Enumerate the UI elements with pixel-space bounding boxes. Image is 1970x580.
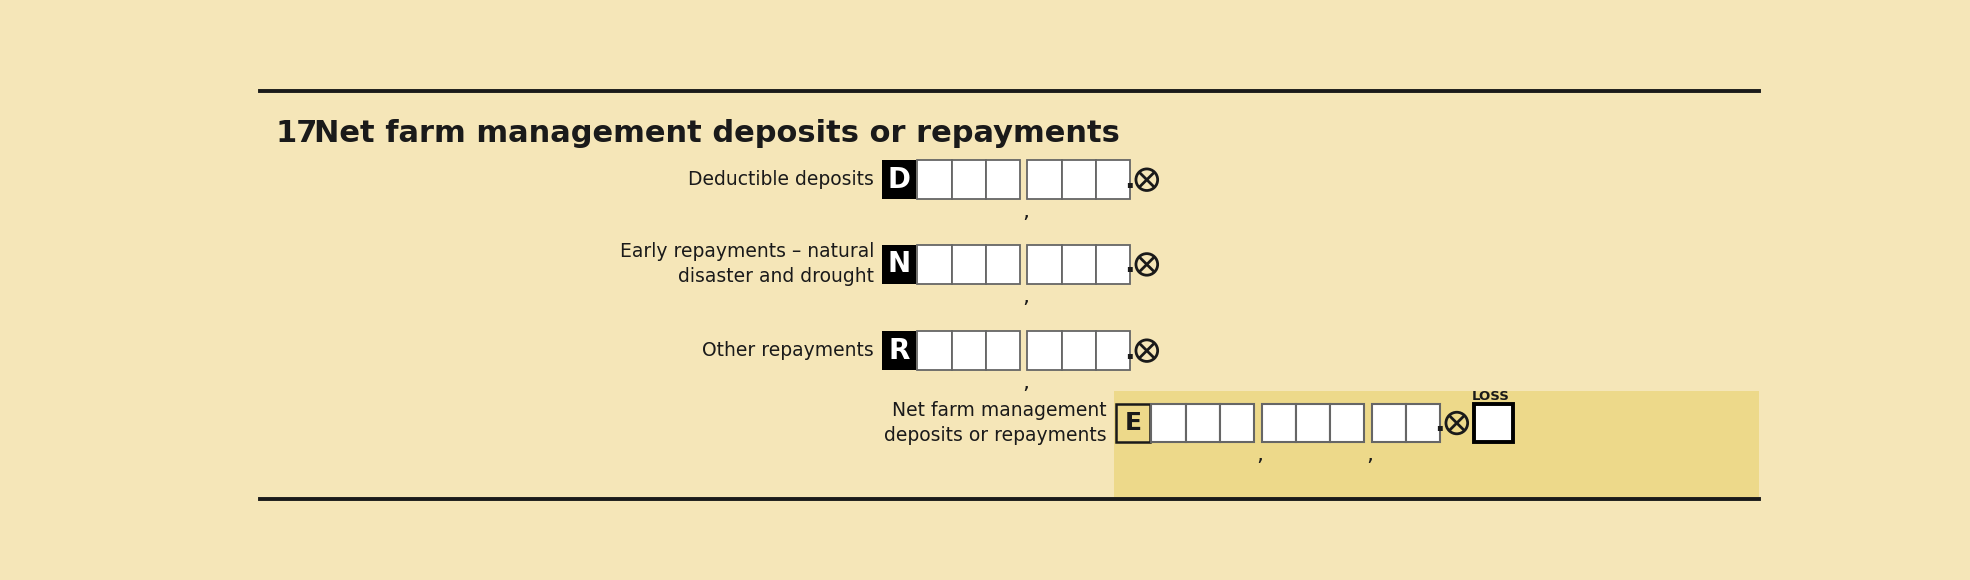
Bar — [1219, 404, 1253, 443]
Bar — [918, 161, 952, 199]
Bar — [1095, 161, 1129, 199]
Text: .: . — [1123, 336, 1135, 365]
Text: N: N — [886, 251, 910, 278]
Text: E: E — [1125, 411, 1141, 435]
Text: ,: , — [1022, 202, 1028, 222]
Text: Deductible deposits: Deductible deposits — [688, 170, 875, 189]
Bar — [883, 245, 916, 284]
Bar — [1186, 404, 1219, 443]
Bar — [1115, 404, 1150, 443]
Text: R: R — [888, 336, 910, 365]
Bar — [1371, 404, 1407, 443]
Bar — [918, 245, 952, 284]
Bar — [1062, 331, 1095, 370]
Bar — [952, 245, 985, 284]
Bar — [1062, 245, 1095, 284]
Bar — [985, 161, 1020, 199]
Bar — [918, 331, 952, 370]
Bar — [1474, 404, 1513, 443]
Bar — [883, 161, 916, 199]
Text: .: . — [1434, 409, 1444, 437]
Bar — [985, 331, 1020, 370]
Bar — [1095, 245, 1129, 284]
Text: Other repayments: Other repayments — [701, 341, 875, 360]
Bar — [1095, 331, 1129, 370]
Text: Net farm management
deposits or repayments: Net farm management deposits or repaymen… — [885, 401, 1107, 445]
Text: ,: , — [1022, 373, 1028, 393]
Text: .: . — [1123, 166, 1135, 194]
Bar — [1062, 161, 1095, 199]
Text: ,: , — [1365, 445, 1373, 465]
Bar — [1028, 245, 1062, 284]
Text: ,: , — [1257, 445, 1263, 465]
Bar — [1028, 161, 1062, 199]
Bar — [952, 331, 985, 370]
Text: Early repayments – natural
disaster and drought: Early repayments – natural disaster and … — [621, 242, 875, 287]
Text: Net farm management deposits or repayments: Net farm management deposits or repaymen… — [315, 119, 1121, 148]
Bar — [1028, 331, 1062, 370]
Bar — [1150, 404, 1186, 443]
Bar — [952, 161, 985, 199]
Text: 17: 17 — [276, 119, 317, 148]
Text: LOSS: LOSS — [1472, 390, 1509, 403]
Text: D: D — [886, 166, 910, 194]
Bar — [1261, 404, 1296, 443]
Bar — [1407, 404, 1440, 443]
Bar — [1296, 404, 1330, 443]
Bar — [1330, 404, 1363, 443]
Text: ,: , — [1022, 287, 1028, 307]
Bar — [985, 245, 1020, 284]
Bar — [1115, 392, 1759, 499]
Text: .: . — [1123, 251, 1135, 278]
Bar — [883, 331, 916, 370]
